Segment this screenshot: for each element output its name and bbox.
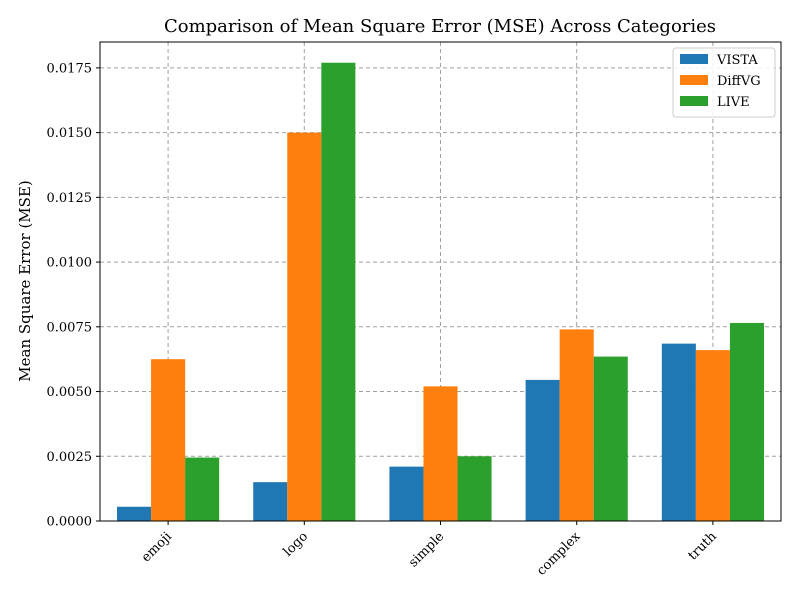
bars	[117, 62, 764, 522]
bar-live-truth	[729, 322, 764, 521]
y-tick-label: 0.0050	[47, 385, 93, 400]
y-tick-label: 0.0100	[47, 256, 93, 271]
legend-swatch-vista	[680, 54, 708, 64]
legend-swatch-diffvg	[680, 75, 708, 85]
bar-live-emoji	[185, 457, 220, 521]
bar-vista-complex	[525, 379, 560, 521]
bar-live-simple	[457, 456, 492, 521]
bar-diffvg-complex	[559, 329, 594, 521]
y-tick-label: 0.0175	[47, 61, 93, 76]
y-tick-label: 0.0125	[47, 191, 93, 206]
legend-label-live: LIVE	[717, 95, 750, 110]
plot-frame	[99, 41, 782, 522]
y-tick-label: 0.0075	[47, 320, 93, 335]
legend-swatch-live	[680, 96, 708, 106]
x-tick-label-simple: simple	[406, 529, 447, 570]
x-tick-label-emoji: emoji	[139, 529, 175, 565]
bar-diffvg-truth	[695, 350, 730, 521]
bar-vista-logo	[253, 482, 288, 521]
y-axis-label: Mean Square Error (MSE)	[16, 180, 34, 381]
bar-diffvg-logo	[287, 132, 322, 521]
bar-live-complex	[593, 356, 628, 521]
bar-diffvg-simple	[423, 386, 458, 521]
legend: VISTA DiffVG LIVE	[672, 47, 776, 118]
bar-diffvg-emoji	[151, 359, 186, 521]
bar-live-logo	[321, 62, 356, 522]
x-tick-label-truth: truth	[685, 529, 720, 564]
bar-vista-truth	[661, 343, 696, 521]
y-tick-label: 0.0025	[47, 450, 93, 465]
x-tick-label-logo: logo	[281, 529, 312, 560]
y-tick-label: 0.0000	[47, 515, 93, 530]
x-tick-label-complex: complex	[534, 529, 584, 579]
y-tick-label: 0.0150	[47, 126, 93, 141]
legend-label-vista: VISTA	[716, 53, 758, 68]
bar-vista-simple	[389, 466, 424, 521]
bar-vista-emoji	[117, 506, 152, 521]
legend-label-diffvg: DiffVG	[717, 74, 761, 89]
chart-title: Comparison of Mean Square Error (MSE) Ac…	[164, 16, 716, 37]
